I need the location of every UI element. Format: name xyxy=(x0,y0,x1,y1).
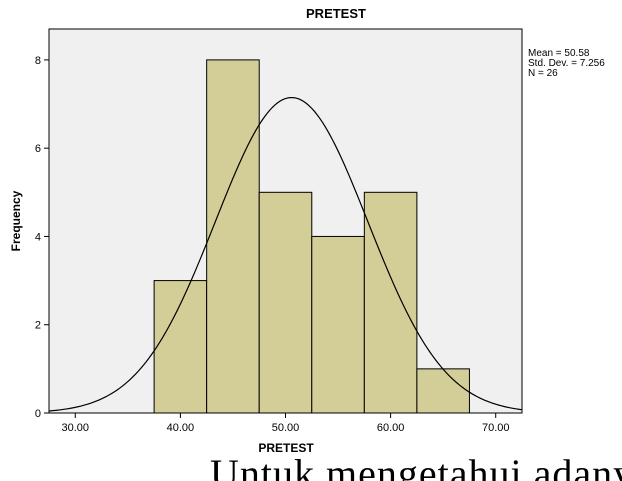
normal-curve xyxy=(48,96,523,412)
y-tick-label: 0 xyxy=(35,408,41,420)
stats-std-dev: Std. Dev. = 7.256 xyxy=(528,58,605,69)
y-axis: 0 2 4 6 8 xyxy=(35,55,49,420)
stats-n: N = 26 xyxy=(528,68,558,79)
bars-group xyxy=(153,59,470,414)
x-tick-label: 70.00 xyxy=(482,422,510,434)
stats-legend: Mean = 50.58 Std. Dev. = 7.256 N = 26 xyxy=(528,48,605,79)
histogram-bar xyxy=(258,191,313,414)
x-axis-label: PRETEST xyxy=(258,441,314,455)
caption-fragment: Untuk mengetahui adanya pengaruh d xyxy=(210,451,622,481)
y-tick-label: 6 xyxy=(35,143,41,155)
histogram-bar xyxy=(206,59,260,414)
x-tick-label: 30.00 xyxy=(62,422,90,434)
histogram-bar xyxy=(311,235,365,414)
x-axis: 30.00 40.00 50.00 60.00 70.00 xyxy=(62,413,510,434)
x-tick-label: 40.00 xyxy=(167,422,195,434)
x-tick-label: 50.00 xyxy=(272,422,300,434)
y-axis-label: Frequency xyxy=(9,190,23,251)
histogram-bar xyxy=(363,191,418,414)
stats-mean: Mean = 50.58 xyxy=(528,48,590,59)
chart-title: PRETEST xyxy=(306,6,366,21)
y-tick-label: 2 xyxy=(35,320,41,332)
histogram-bar xyxy=(153,280,208,414)
y-tick-label: 4 xyxy=(35,231,41,243)
x-tick-label: 60.00 xyxy=(377,422,405,434)
y-tick-label: 8 xyxy=(35,55,41,67)
histogram-bar xyxy=(416,368,470,414)
